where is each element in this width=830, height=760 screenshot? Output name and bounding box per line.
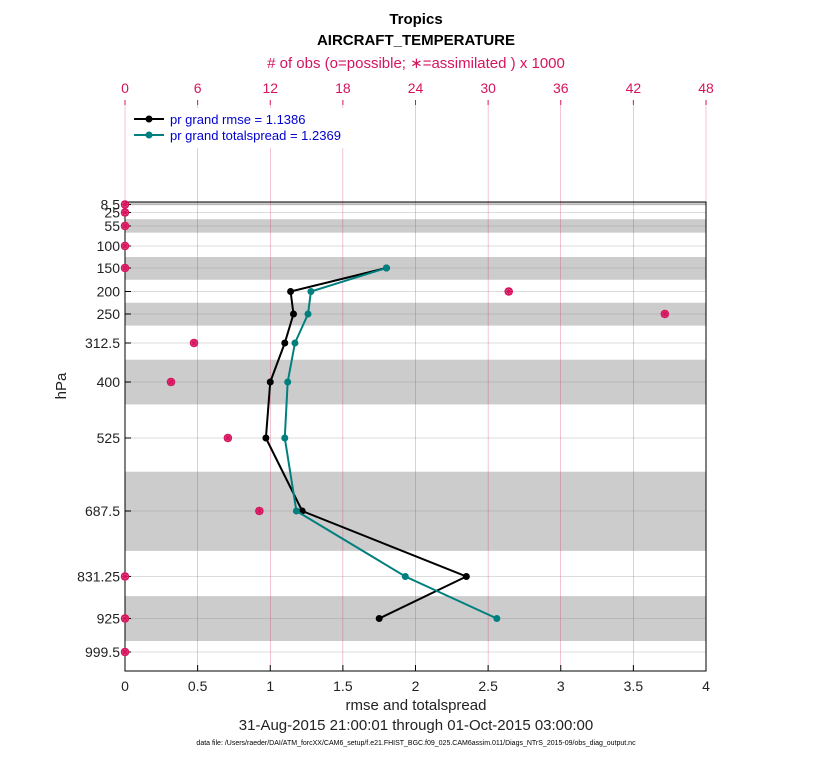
rmse-point	[289, 310, 297, 318]
obs-assimilated-marker	[189, 339, 198, 347]
asterisk-stroke	[167, 378, 175, 386]
asterisk-stroke	[121, 208, 129, 217]
legend-rmse-marker	[145, 115, 153, 123]
asterisk-stroke	[121, 264, 129, 272]
spread-point	[284, 378, 292, 386]
rmse-point	[281, 339, 289, 347]
top-tick-label: 24	[408, 80, 424, 96]
top-tick-label: 36	[553, 80, 569, 96]
x-axis-label: rmse and totalspread	[346, 697, 487, 714]
title-line-1: Tropics	[389, 11, 442, 28]
legend: pr grand rmse = 1.1386 pr grand totalspr…	[130, 108, 366, 148]
x-tick-label: 1	[266, 678, 274, 694]
y-tick-label: 200	[97, 284, 121, 300]
y-tick-label: 250	[97, 306, 121, 322]
y-tick-label: 525	[97, 430, 121, 446]
spread-point	[292, 507, 300, 515]
asterisk-stroke	[255, 507, 263, 515]
y-axis-label: hPa	[53, 372, 70, 399]
x-tick-label: 2	[412, 678, 420, 694]
obs-assimilated-marker	[121, 264, 129, 272]
series-lines	[262, 264, 501, 622]
y-tick-label: 8.5	[101, 197, 121, 213]
top-tick-label: 6	[194, 80, 202, 96]
legend-box	[130, 108, 366, 148]
y-tick-label: 312.5	[85, 335, 120, 351]
x-tick-label: 0.5	[188, 678, 208, 694]
asterisk-stroke	[121, 222, 129, 230]
asterisk-stroke	[190, 339, 198, 347]
y-tick-label: 55	[104, 218, 120, 234]
spread-point	[382, 264, 390, 272]
asterisk-stroke	[121, 242, 129, 250]
asterisk-stroke	[121, 572, 129, 581]
x-tick-label: 1.5	[333, 678, 353, 694]
obs-assimilated-marker	[121, 614, 129, 623]
y-tick-label: 150	[97, 260, 121, 276]
top-tick-label: 48	[698, 80, 714, 96]
y-tick-label: 100	[97, 238, 121, 254]
date-range: 31-Aug-2015 21:00:01 through 01-Oct-2015…	[239, 717, 593, 734]
top-tick-label: 0	[121, 80, 129, 96]
obs-assimilated-marker	[166, 378, 175, 386]
rmse-point	[287, 288, 295, 295]
x-tick-label: 4	[702, 678, 710, 694]
x-tick-label: 0	[121, 678, 129, 694]
asterisk-stroke	[121, 648, 129, 656]
spread-point	[304, 310, 312, 318]
obs-assimilated-marker	[121, 222, 129, 230]
top-tick-label: 12	[262, 80, 278, 96]
spread-point	[401, 573, 409, 580]
x-axis-ticks: 0 0.5 1 1.5 2 2.5 3 3.5 4	[121, 665, 710, 694]
obs-assimilated-marker	[121, 242, 129, 250]
x-tick-label: 3.5	[624, 678, 644, 694]
obs-count-markers	[120, 200, 670, 657]
y-tick-label: 687.5	[85, 503, 120, 519]
obs-assimilated-marker	[121, 200, 129, 209]
x-tick-label: 2.5	[478, 678, 498, 694]
y-tick-label: 999.5	[85, 644, 120, 660]
spread-point	[307, 288, 315, 295]
legend-spread-marker	[145, 131, 153, 139]
obs-assimilated-marker	[121, 572, 129, 581]
legend-rmse-label: pr grand rmse = 1.1386	[170, 112, 306, 127]
spread-point	[291, 339, 299, 347]
asterisk-stroke	[661, 310, 669, 318]
top-axis-ticks: 0 6 12 18 24 30 36 42 48	[121, 80, 714, 105]
rmse-point	[266, 378, 274, 386]
asterisk-stroke	[121, 614, 129, 623]
asterisk-stroke	[121, 200, 129, 209]
top-tick-label: 18	[335, 80, 351, 96]
obs-assimilated-marker	[121, 208, 129, 217]
rmse-point	[262, 434, 270, 442]
obs-assimilated-marker	[223, 434, 232, 442]
x-tick-label: 3	[557, 678, 565, 694]
asterisk-stroke	[505, 287, 513, 296]
y-tick-label: 831.25	[77, 569, 120, 585]
top-axis-label: # of obs (o=possible; ∗=assimilated ) x …	[267, 55, 565, 72]
top-tick-label: 30	[480, 80, 496, 96]
y-tick-label: 25	[104, 205, 120, 221]
asterisk-stroke	[224, 434, 232, 442]
top-tick-label: 42	[626, 80, 642, 96]
rmse-point	[375, 615, 383, 622]
obs-assimilated-marker	[121, 648, 129, 656]
y-tick-label: 925	[97, 611, 121, 627]
spread-point	[281, 434, 289, 442]
obs-assimilated-marker	[504, 287, 513, 296]
rmse-point	[462, 573, 470, 580]
obs-assimilated-marker	[255, 507, 264, 515]
title-line-2: AIRCRAFT_TEMPERATURE	[317, 32, 515, 49]
legend-spread-label: pr grand totalspread = 1.2369	[170, 128, 341, 143]
obs-assimilated-marker	[660, 310, 669, 318]
spread-point	[493, 615, 501, 622]
y-tick-label: 400	[97, 374, 121, 390]
data-file-path: data file: /Users/raeder/DAI/ATM_forcXX/…	[196, 740, 636, 747]
